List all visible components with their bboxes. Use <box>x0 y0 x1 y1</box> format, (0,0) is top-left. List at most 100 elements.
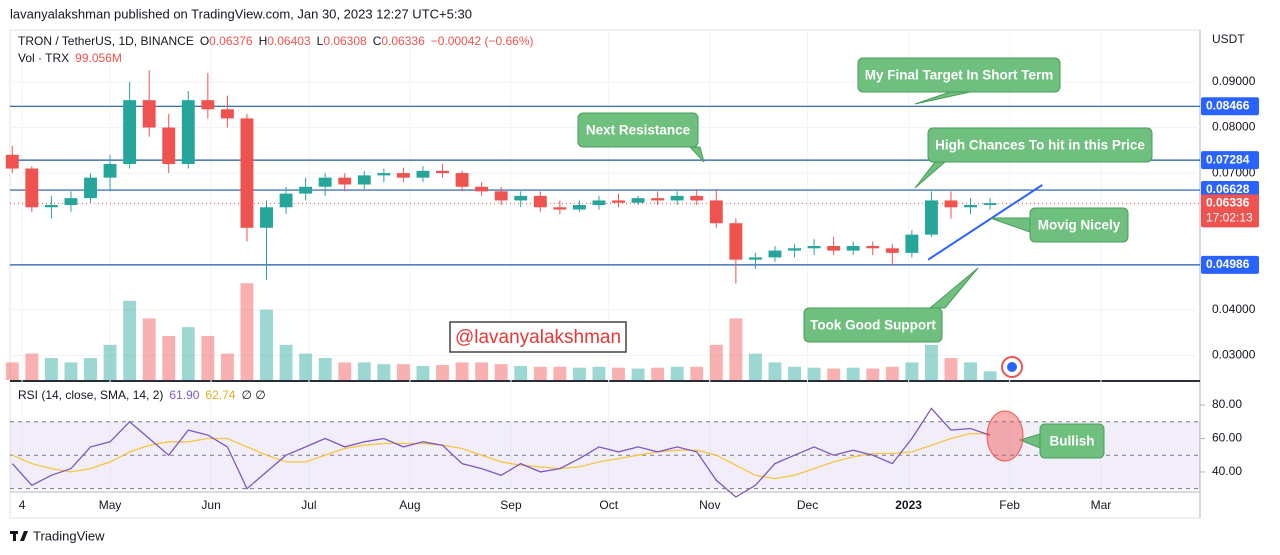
volume-bar <box>846 367 860 380</box>
volume-bar <box>533 366 547 380</box>
callout-box <box>577 112 699 148</box>
change: −0.00042 (−0.66%) <box>431 34 534 48</box>
volume-bar <box>436 365 449 380</box>
candle-body <box>866 246 880 249</box>
volume-bar <box>885 366 899 380</box>
candle-body <box>788 248 801 251</box>
candle-body <box>827 246 841 251</box>
callout-text: Bullish <box>1049 434 1094 449</box>
candle-body <box>455 173 469 187</box>
volume-bar <box>416 365 430 380</box>
volume-bar <box>924 344 938 380</box>
candle-body <box>983 203 997 205</box>
candle-body <box>885 248 899 253</box>
volume-bar <box>553 366 567 380</box>
volume-bar <box>240 283 254 380</box>
candle-body <box>64 198 78 205</box>
y-axis-label: USDT <box>1212 32 1245 46</box>
candle-body <box>748 257 762 260</box>
volume-bar <box>162 336 176 380</box>
ohlc-key: C <box>373 34 382 48</box>
volume-bar <box>201 336 215 380</box>
volume-bar <box>670 366 684 380</box>
axes: 0.090000.080000.070000.040000.03000USDT4… <box>19 32 1259 512</box>
y-tick-label: 0.08000 <box>1212 120 1256 134</box>
countdown: 17:02:13 <box>1206 211 1253 225</box>
ohlc-value: 0.06403 <box>267 34 311 48</box>
candle-body <box>338 177 352 185</box>
volume-bar <box>84 358 97 380</box>
candle-body <box>84 177 97 199</box>
volume-bar <box>768 362 782 380</box>
rsi-legend: RSI (14, close, SMA, 14, 2) 61.90 62.74 ∅ ∅ <box>18 388 266 402</box>
volume-bar <box>475 362 489 380</box>
level-label-box <box>1201 255 1259 274</box>
trendline <box>927 184 1043 261</box>
volume <box>5 283 997 380</box>
x-tick-label: Nov <box>699 498 720 512</box>
x-tick-label: 4 <box>19 498 26 512</box>
candle-body <box>436 170 449 174</box>
rsi-name: RSI (14, close, SMA, 14, 2) <box>18 388 163 402</box>
volume-name: Vol · TRX <box>18 51 69 65</box>
logo-part <box>13 531 16 541</box>
candle-body <box>357 175 371 185</box>
volume-bar <box>572 367 586 380</box>
candle-body <box>494 191 508 201</box>
x-tick-label: Dec <box>797 498 818 512</box>
last-price-label: 0.06336 <box>1206 196 1250 210</box>
candle-body <box>181 100 195 164</box>
volume-bar <box>299 353 313 380</box>
volume-bar <box>905 362 919 380</box>
candle-body <box>729 223 743 260</box>
volume-bar <box>827 368 841 380</box>
callout-box <box>803 307 943 343</box>
candle-body <box>240 118 254 228</box>
candle-body <box>5 154 19 169</box>
grid <box>10 30 1200 492</box>
callout-box <box>1029 207 1129 243</box>
ohlc-key: O <box>200 34 209 48</box>
callout-text: High Chances To hit in this Price <box>935 138 1145 153</box>
volume-bar <box>181 327 195 380</box>
candle-body <box>162 127 176 164</box>
volume-bar <box>455 362 469 380</box>
ohlc-key: L <box>317 34 324 48</box>
volume-bar <box>944 358 958 380</box>
publisher: lavanyalakshman published on TradingView… <box>10 6 472 21</box>
volume-bar <box>396 364 410 380</box>
volume-bar <box>25 353 39 380</box>
candle-body <box>514 195 528 201</box>
candle-body <box>690 195 704 201</box>
symbol-legend: TRON / TetherUS, 1D, BINANCE O0.06376 H0.0… <box>18 34 534 48</box>
candle-body <box>25 168 39 208</box>
callout-text: My Final Target In Short Term <box>865 68 1054 83</box>
last-price-box <box>1201 194 1259 228</box>
volume-bar <box>748 353 762 380</box>
candle-body <box>533 195 547 208</box>
volume-bar <box>377 364 391 380</box>
candle-body <box>220 109 234 119</box>
candle-body <box>631 198 645 203</box>
level-label: 0.08466 <box>1206 98 1250 112</box>
level-label-box <box>1201 97 1259 116</box>
candle-body <box>475 186 489 192</box>
candle-body <box>553 207 567 210</box>
x-tick-label: May <box>99 498 122 512</box>
ohlc-key: H <box>259 34 268 48</box>
callout-text: Next Resistance <box>586 123 691 138</box>
volume-bar <box>357 362 371 380</box>
candle-body <box>103 163 117 178</box>
volume-bar <box>651 367 665 380</box>
x-tick-label: Aug <box>399 498 420 512</box>
volume-bar <box>612 367 625 380</box>
level-label-box <box>1201 151 1259 170</box>
volume-bar <box>318 358 332 380</box>
volume-bar <box>338 362 352 380</box>
candle-body <box>318 177 332 187</box>
footer: TradingView <box>33 528 105 543</box>
candle-body <box>768 250 782 258</box>
volume-bar <box>964 362 977 380</box>
volume-bar <box>44 358 58 380</box>
